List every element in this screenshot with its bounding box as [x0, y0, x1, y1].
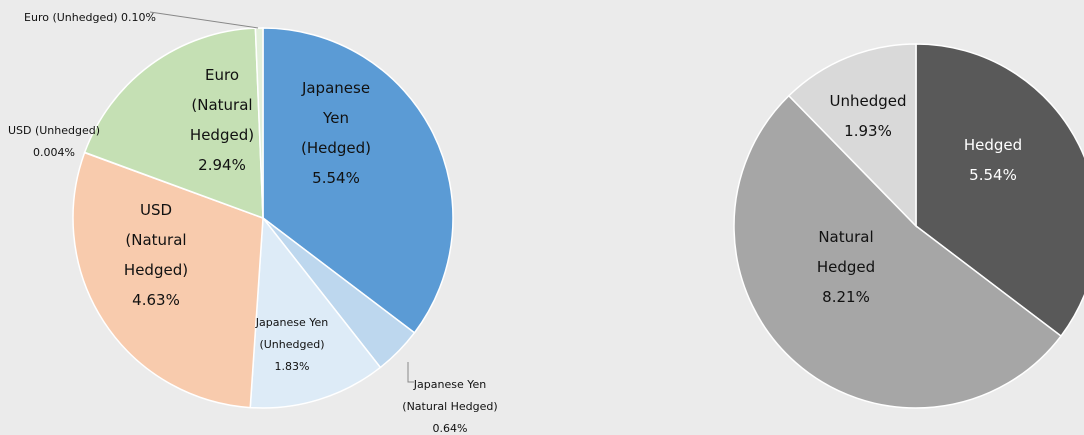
value-label: 0.64% [432, 422, 468, 435]
slice-label: Japanese Yen (Natural Hedged) 0.64% [395, 374, 505, 435]
value-label: 4.63% [132, 291, 180, 309]
category-name: Euro (Natural Hedged) [189, 66, 255, 144]
slice-label: USD (Natural Hedged) 4.63% [111, 195, 201, 315]
category-name: Natural Hedged [816, 228, 876, 276]
leader-line [407, 362, 414, 383]
value-label: 0.10% [121, 11, 156, 24]
slice-label: Japanese Yen (Hedged) 5.54% [296, 73, 376, 193]
value-label: 1.83% [274, 360, 310, 373]
category-name: Euro (Unhedged) [24, 11, 118, 24]
value-label: 2.94% [198, 156, 246, 174]
category-name: USD (Natural Hedged) [123, 201, 189, 279]
category-name: Japanese Yen (Unhedged) [255, 316, 329, 351]
pie-slice [915, 43, 1084, 338]
pie-slice [262, 27, 454, 334]
pie-slice [787, 43, 917, 228]
pie-slice [249, 216, 382, 409]
pie-slice [72, 151, 264, 409]
slice-label: Hedged 5.54% [948, 130, 1038, 190]
slice-label: Natural Hedged 8.21% [801, 222, 891, 312]
pie-slice [254, 27, 264, 219]
pie-slice [83, 27, 264, 220]
value-label: 0.004% [33, 146, 75, 159]
slice-label: Unhedged 1.93% [813, 86, 923, 146]
value-label: 8.21% [822, 288, 870, 306]
slice-label: Japanese Yen (Unhedged) 1.83% [237, 312, 347, 378]
category-name: USD (Unhedged) [7, 124, 101, 137]
pie-slice [733, 94, 1063, 409]
value-label: 5.54% [312, 169, 360, 187]
leader-line [149, 11, 259, 29]
slice-label: Euro (Natural Hedged) 2.94% [182, 60, 262, 180]
category-name: Unhedged [829, 92, 907, 110]
value-label: 1.93% [844, 122, 892, 140]
category-name: Hedged [963, 136, 1023, 154]
category-name: Japanese Yen (Hedged) [300, 79, 371, 157]
slice-label: Euro (Unhedged) 0.10% [0, 7, 190, 29]
value-label: 5.54% [969, 166, 1017, 184]
slice-label: USD (Unhedged) 0.004% [0, 120, 109, 164]
category-name: Japanese Yen (Natural Hedged) [402, 378, 498, 413]
